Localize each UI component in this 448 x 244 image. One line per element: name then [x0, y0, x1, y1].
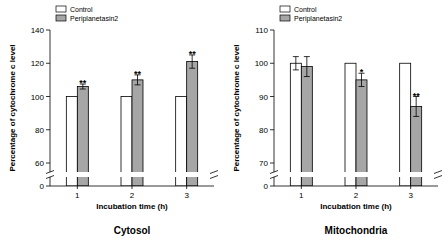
y-tick	[270, 63, 274, 64]
y-tick	[46, 186, 50, 187]
x-tick-label: 1	[75, 191, 80, 200]
y-tick-label: 140	[31, 26, 45, 35]
bar	[77, 87, 88, 186]
title: Mitochondria	[325, 225, 388, 236]
y-tick	[270, 163, 274, 164]
break-mark	[434, 171, 442, 174]
x-tick	[77, 186, 78, 189]
y-axis	[50, 177, 51, 186]
chart: 0708090100110123***Incubation time (h)Pe…	[232, 6, 442, 236]
y-tick-label: 80	[259, 126, 268, 135]
x-tick	[132, 186, 133, 189]
x-tick-label: 2	[354, 191, 359, 200]
bar	[290, 63, 301, 186]
error-cap	[304, 76, 310, 77]
x-tick	[356, 186, 357, 189]
bar	[187, 62, 198, 186]
x-tick	[410, 186, 411, 189]
y-tick-label: 100	[31, 93, 45, 102]
error-cap	[359, 86, 365, 87]
axis-break	[46, 172, 218, 177]
y-tick	[46, 96, 50, 97]
significance: **	[189, 49, 197, 59]
x-tick	[301, 186, 302, 189]
x-label: Incubation time (h)	[96, 202, 168, 211]
y-tick-label: 110	[255, 26, 268, 35]
y-label: Percentage of cytochrome c level	[232, 44, 241, 171]
bar	[400, 63, 411, 186]
x-label: Incubation time (h)	[320, 202, 392, 211]
axis-break	[270, 172, 442, 177]
y-tick	[46, 129, 50, 130]
bar	[132, 80, 143, 186]
y-tick	[270, 96, 274, 97]
error-cap	[304, 56, 310, 57]
plot-area	[66, 55, 197, 186]
error-cap	[413, 116, 419, 117]
y-tick	[46, 63, 50, 64]
y-tick-label: 80	[35, 126, 44, 135]
error-line	[295, 57, 296, 70]
significance: **	[134, 69, 142, 79]
significance: **	[79, 78, 87, 88]
legend-swatch	[56, 6, 66, 12]
x-tick-label: 1	[299, 191, 304, 200]
error-bar	[293, 57, 299, 70]
y-tick	[46, 30, 50, 31]
y-tick-label: 90	[259, 93, 268, 102]
error-cap	[80, 89, 86, 90]
chart: 0 60 80 100 120 140 1 2 3 ** ** ** Incubation time (…	[8, 6, 218, 236]
legend-swatch	[280, 15, 290, 21]
bar	[356, 80, 367, 186]
legend: Control Periplanetasin2	[280, 6, 342, 23]
break-mark	[210, 176, 218, 179]
x-tick-label: 2	[130, 191, 135, 200]
error-cap	[293, 56, 299, 57]
y-tick-label: 70	[259, 159, 268, 168]
y-axis	[50, 30, 51, 172]
plot-area	[290, 57, 421, 186]
x-tick	[186, 186, 187, 189]
legend-label: Periplanetasin2	[70, 15, 118, 23]
y-tick-label: 0	[40, 182, 45, 191]
y-tick	[270, 186, 274, 187]
legend: Control Periplanetasin2	[56, 6, 118, 23]
legend-label: Control	[70, 6, 93, 13]
y-tick-label: 60	[35, 159, 44, 168]
error-bar	[304, 57, 310, 77]
y-tick	[270, 30, 274, 31]
y-tick	[46, 163, 50, 164]
title: Cytosol	[114, 225, 151, 236]
y-axis	[274, 177, 275, 186]
error-cap	[135, 84, 141, 85]
y-tick-label: 100	[255, 59, 269, 68]
y-tick-label: 0	[264, 182, 269, 191]
y-label: Percentage of cytochrome c level	[8, 44, 17, 171]
y-tick	[270, 129, 274, 130]
break-mark	[434, 176, 442, 179]
significance: **	[413, 91, 421, 101]
error-cap	[189, 68, 195, 69]
x-tick-label: 3	[408, 191, 413, 200]
figure: 06080100120140123******Incubation time (…	[0, 0, 448, 244]
x-tick-label: 3	[184, 191, 189, 200]
legend-label: Control	[294, 6, 317, 13]
legend-label: Periplanetasin2	[294, 15, 342, 23]
significance: *	[360, 67, 364, 77]
error-cap	[293, 69, 299, 70]
legend-swatch	[56, 15, 66, 21]
break-mark	[210, 171, 218, 174]
y-axis	[274, 30, 275, 172]
bar	[345, 63, 356, 186]
y-tick-label: 120	[31, 59, 45, 68]
legend-swatch	[280, 6, 290, 12]
error-line	[306, 57, 307, 77]
bar	[301, 67, 312, 186]
